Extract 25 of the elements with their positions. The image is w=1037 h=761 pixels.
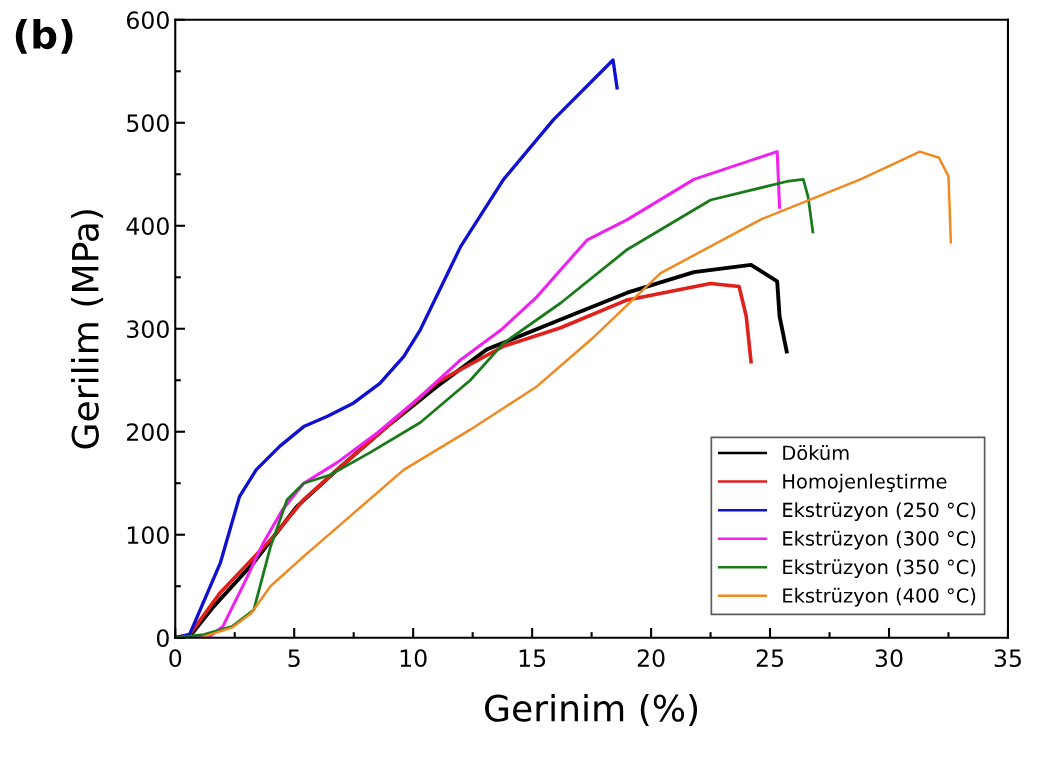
x-tick-label: 25 — [756, 649, 784, 668]
y-axis-title: Gerilim (MPa) — [70, 210, 104, 449]
y-tick-label: 200 — [127, 423, 169, 442]
legend-label: Ekstrüzyon (300 °C) — [783, 530, 976, 550]
x-axis-title: Gerinim (%) — [485, 693, 698, 727]
chart-title: (b) — [15, 19, 73, 54]
x-tick-label: 0 — [169, 649, 182, 668]
y-tick-label: 600 — [126, 11, 169, 30]
x-tick-label: 30 — [875, 649, 903, 668]
x-tick-label: 20 — [637, 649, 665, 668]
x-tick-label: 5 — [288, 649, 300, 668]
y-tick-label: 100 — [127, 526, 169, 545]
legend-label: Ekstrüzyon (350 °C) — [783, 559, 976, 579]
line-series — [175, 58, 619, 638]
y-tick-label: 0 — [156, 629, 169, 648]
y-tick-label: 300 — [127, 320, 169, 339]
x-tick-label: 10 — [400, 649, 427, 668]
legend-label: Döküm — [783, 445, 849, 461]
x-tick-label: 15 — [519, 649, 546, 668]
y-tick-label: 500 — [127, 114, 169, 133]
legend-label: Ekstrüzyon (400 °C) — [783, 587, 976, 607]
legend-label: Ekstrüzyon (250 °C) — [783, 502, 976, 521]
y-tick-label: 400 — [126, 217, 169, 236]
legend-label: Homojenleştirme — [783, 473, 947, 493]
x-tick-label: 35 — [994, 649, 1021, 668]
